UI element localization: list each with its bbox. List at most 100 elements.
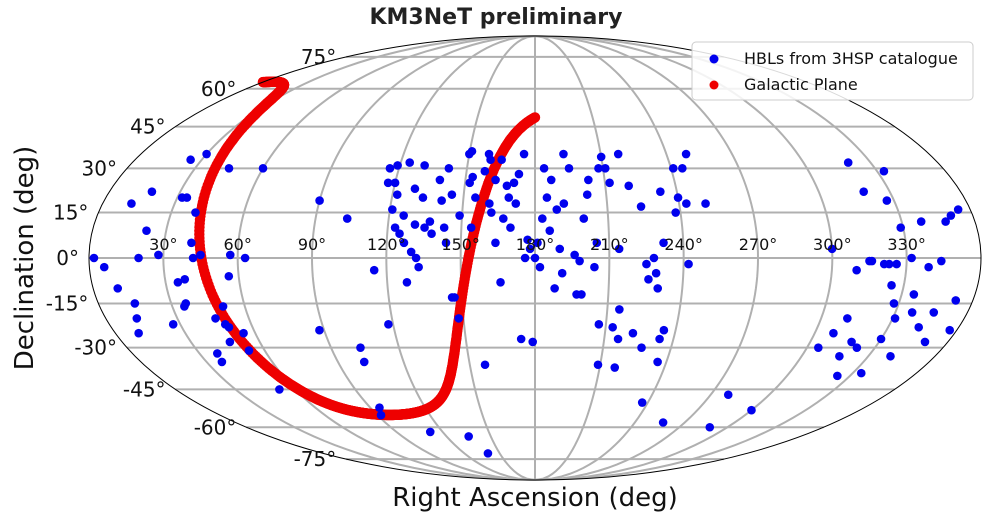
hbl-point [491,175,500,185]
hbl-point [577,290,586,299]
legend-label-hbl: HBLs from 3HSP catalogue [744,49,958,68]
x-tick-label: 300° [813,235,852,254]
hbl-point [594,320,604,329]
hbl-point [425,217,435,226]
y-tick-label: 45° [130,115,165,139]
y-tick-label: -75° [294,447,337,471]
hbl-point [499,214,508,223]
hbl-point [941,217,950,226]
y-tick-label: 30° [82,156,117,180]
hbl-point [636,202,646,211]
hbl-point [134,253,143,263]
hbl-point [945,325,955,335]
hbl-point [225,337,235,347]
hbl-point [814,343,823,352]
hbl-point [542,193,552,202]
hbl-point [420,161,429,170]
x-tick-label: 150° [441,235,480,254]
hbl-point [405,158,415,167]
hbl-series [89,146,963,458]
hbl-point [889,299,899,308]
hbl-point [480,166,490,176]
hbl-point [356,343,365,352]
hbl-point [390,223,400,232]
hbl-point [847,337,856,347]
hbl-point [113,284,123,293]
hbl-point [211,314,220,323]
hbl-point [550,284,559,293]
hbl-point [369,265,379,275]
hbl-point [410,184,420,194]
hbl-point [134,328,143,338]
hbl-point [582,190,592,199]
hbl-point [402,278,412,287]
hbl-point [653,357,662,367]
hbl-point [376,410,386,420]
hbl-point [218,302,228,311]
hbl-point [239,328,248,338]
hbl-point [217,357,227,367]
hbl-point [914,322,924,332]
hbl-point [525,244,535,254]
hbl-point [497,155,506,165]
hbl-point [187,238,196,248]
hbl-point [592,238,602,248]
hbl-point [315,196,324,205]
hbl-point [511,199,521,208]
hbl-point [909,290,919,299]
hbl-point [951,296,961,305]
hbl-point [173,278,183,287]
hbl-point [519,149,529,159]
legend: HBLs from 3HSP catalogue Galactic Plane [691,41,974,101]
hbl-point [678,164,687,173]
hbl-point [655,334,664,344]
hbl-point [673,193,683,202]
hbl-point [747,405,756,415]
hbl-point [887,281,896,290]
hbl-point [924,262,933,272]
hbl-point [533,238,542,248]
hbl-point [637,343,646,352]
x-tick-label: 90° [298,235,326,254]
hbl-point [390,178,400,188]
hbl-point [929,308,939,317]
hbl-point [406,247,416,257]
hbl-point [649,253,659,263]
hbl-point [425,427,435,437]
galactic-plane-series [194,76,541,421]
hbl-point [225,250,235,260]
y-tick-label: 75° [301,45,336,69]
hbl-point [154,250,163,260]
hbl-point [414,262,423,272]
hbl-point [168,320,178,329]
hbl-point [384,320,393,329]
y-tick-label: 0° [56,246,79,270]
hbl-point [684,259,693,269]
hbl-point [454,314,464,323]
hbl-point [130,299,140,308]
hbl-point [528,337,538,347]
x-tick-label: 120° [367,235,406,254]
hbl-point [920,337,930,347]
hbl-point [342,214,352,223]
x-axis-label: Right Ascension (deg) [392,483,678,513]
hbl-point [471,193,480,202]
hbl-point [886,351,895,361]
hbl-point [642,259,651,269]
hbl-point [487,208,496,217]
hbl-point [907,308,917,317]
hbl-point [504,193,514,202]
hbl-point [644,274,653,284]
hbl-point [829,328,838,338]
hbl-point [953,205,963,214]
hbl-point [410,220,420,229]
hbl-point [196,250,205,260]
x-tick-label: 180° [516,235,555,254]
hbl-point [600,164,610,173]
hbl-point [835,351,844,361]
hbl-point [575,256,584,266]
hbl-point [859,187,868,196]
hbl-point [147,187,157,196]
x-tick-label: 210° [590,235,629,254]
